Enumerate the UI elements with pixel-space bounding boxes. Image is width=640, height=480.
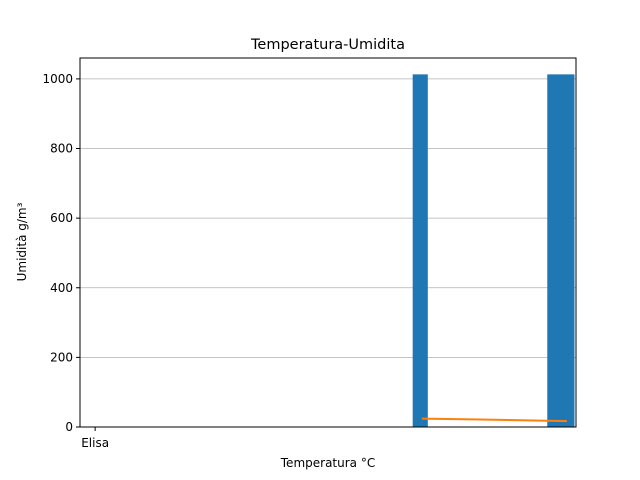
x-axis-ticks: Elisa [81,427,109,450]
grid [80,78,576,428]
x-axis-label: Temperatura °C [280,456,375,470]
plot-frame [79,57,577,428]
y-axis-label: Umidità g/m³ [15,202,29,281]
bar-1 [547,74,575,427]
bar-0 [412,74,428,427]
chart-title: Temperatura-Umidita [250,37,405,53]
x-tick-label-0: Elisa [81,436,109,450]
y-tick-label-0: 0 [65,420,73,434]
y-tick-label-3: 600 [50,211,73,225]
y-tick-label-5: 1000 [42,72,73,86]
y-axis-ticks: 0 200 400 600 800 1000 [42,72,80,434]
y-tick-label-2: 400 [50,281,73,295]
y-tick-label-4: 800 [50,142,73,156]
line-series [421,417,567,423]
line-path [421,417,567,423]
bars [412,74,575,427]
y-tick-label-1: 200 [50,350,73,364]
